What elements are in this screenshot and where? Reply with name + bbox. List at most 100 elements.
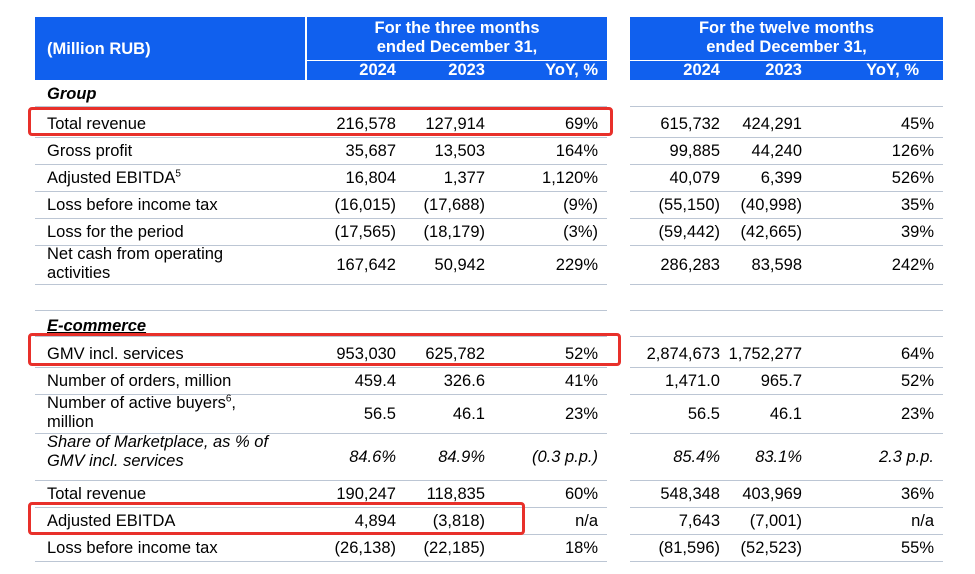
cell-q-yoy: 23%: [564, 405, 598, 423]
cell-y-2023: 965.7: [760, 372, 802, 390]
table-row: Total revenue 216,578 127,914 69% 615,732 424…: [0, 110, 975, 137]
cell-q-2023: 127,914: [425, 115, 485, 133]
cell-y-2024: 99,885: [669, 142, 720, 160]
cell-y-2024: 7,643: [678, 512, 720, 530]
cell-q-yoy: n/a: [575, 512, 598, 530]
row-label: Share of Marketplace, as % of GMV incl. s…: [47, 433, 268, 471]
cell-q-2024: 56.5: [363, 405, 396, 423]
cell-q-2023: 13,503: [434, 142, 485, 160]
cell-y-2023: 83.1%: [755, 448, 802, 466]
table-row: Gross profit 35,687 13,503 164% 99,885 44,240…: [0, 137, 975, 164]
row-label: Gross profit: [47, 142, 132, 161]
cell-q-2024: (26,138): [334, 539, 396, 557]
cell-q-2024: (17,565): [334, 223, 396, 241]
row-label-text: Gross profit: [47, 142, 133, 160]
cell-y-2023: 6,399: [760, 169, 802, 187]
cell-y-2024: 85.4%: [673, 448, 720, 466]
footnote-marker: 6: [225, 393, 232, 405]
cell-y-2023: 424,291: [742, 115, 802, 133]
col-header-y-2024: 2024: [683, 61, 720, 79]
row-label: Total revenue: [47, 115, 146, 134]
cell-y-yoy: 45%: [900, 115, 934, 133]
cell-q-2023: 1,377: [443, 169, 485, 187]
row-label-line-1: Number of active buyers: [47, 394, 226, 412]
row-label-text: Loss before income tax: [47, 196, 218, 214]
header-unit-cell: (Million RUB): [35, 17, 305, 80]
cell-q-yoy: 1,120%: [542, 169, 598, 187]
cell-q-2024: (16,015): [334, 196, 396, 214]
row-label-line-1: Net cash from operating: [47, 245, 224, 263]
cell-q-2023: (17,688): [423, 196, 485, 214]
table-row: Total revenue 190,247 118,835 60% 548,348 403…: [0, 480, 975, 507]
col-header-y-2023: 2023: [765, 61, 802, 79]
table-row: Adjusted EBITDA5 16,804 1,377 1,120% 40,079 6…: [0, 164, 975, 191]
highlight-gmv: [28, 333, 621, 366]
cell-q-yoy: 164%: [555, 142, 598, 160]
unit-label: (Million RUB): [47, 40, 151, 58]
table-row: Share of Marketplace, as % of GMV incl. s…: [0, 433, 975, 480]
cell-y-2024: 2,874,673: [646, 345, 720, 363]
header-twelve-months: For the twelve months ended December 31,: [630, 17, 943, 80]
row-label-text: Adjusted EBITDA: [47, 169, 176, 187]
row-label-line-2: GMV incl. services: [47, 452, 184, 470]
row-label: Loss before income tax: [47, 196, 218, 215]
cell-q-2023: (18,179): [423, 223, 485, 241]
cell-y-yoy: 526%: [891, 169, 934, 187]
cell-q-2024: 167,642: [336, 256, 396, 274]
row-label: Adjusted EBITDA5: [47, 169, 181, 188]
cell-q-yoy: (9%): [563, 196, 598, 214]
cell-q-yoy: 60%: [564, 485, 598, 503]
cell-y-yoy: 39%: [900, 223, 934, 241]
cell-y-yoy: 242%: [891, 256, 934, 274]
cell-y-2023: (42,665): [740, 223, 802, 241]
cell-q-yoy: (0.3 p.p.): [531, 448, 598, 466]
cell-y-yoy: 2.3 p.p.: [878, 448, 934, 466]
row-label: Adjusted EBITDA: [47, 512, 175, 531]
cell-y-2024: 615,732: [660, 115, 720, 133]
row-label-suffix: ,: [231, 394, 236, 412]
three-months-title-2: ended December 31,: [376, 38, 538, 56]
table-row: Adjusted EBITDA 4,894 (3,818) n/a 7,643 (7,00…: [0, 507, 975, 534]
section-title-ecommerce: E-commerce: [47, 317, 147, 335]
cell-y-2023: 1,752,277: [728, 345, 802, 363]
cell-q-2024: 953,030: [336, 345, 396, 363]
cell-q-yoy: 229%: [555, 256, 598, 274]
row-label: Net cash from operating activities: [47, 245, 223, 283]
row-label-text: Adjusted EBITDA: [47, 512, 176, 530]
cell-q-yoy: 18%: [564, 539, 598, 557]
cell-q-yoy: (3%): [563, 223, 598, 241]
cell-y-yoy: 23%: [900, 405, 934, 423]
col-header-q-2023: 2023: [448, 61, 485, 79]
cell-y-2023: 44,240: [751, 142, 802, 160]
col-header-y-yoy: YoY, %: [866, 61, 919, 79]
cell-y-2024: 548,348: [660, 485, 720, 503]
row-label-text: Loss for the period: [47, 223, 184, 241]
col-header-q-yoy: YoY, %: [545, 61, 598, 79]
cell-q-2023: 625,782: [425, 345, 485, 363]
cell-q-2023: 326.6: [443, 372, 485, 390]
row-label-text: GMV incl. services: [47, 345, 184, 363]
twelve-months-title-2: ended December 31,: [706, 38, 867, 56]
row-label-text: Total revenue: [47, 485, 147, 503]
cell-y-yoy: n/a: [911, 512, 934, 530]
cell-q-2023: 46.1: [452, 405, 485, 423]
cell-q-2024: 84.6%: [349, 448, 396, 466]
cell-y-2024: 286,283: [660, 256, 720, 274]
cell-q-yoy: 41%: [564, 372, 598, 390]
cell-q-yoy: 69%: [564, 115, 598, 133]
cell-q-2024: 16,804: [345, 169, 396, 187]
row-label-text: Number of orders, million: [47, 372, 232, 390]
cell-y-2024: (59,442): [658, 223, 720, 241]
cell-q-2024: 35,687: [345, 142, 396, 160]
cell-y-yoy: 55%: [900, 539, 934, 557]
cell-q-2023: (22,185): [423, 539, 485, 557]
row-label: Number of orders, million: [47, 372, 231, 391]
row-label: Number of active buyers6, million: [47, 394, 236, 432]
three-months-title-1: For the three months: [374, 19, 540, 37]
table-row: Loss before income tax (16,015) (17,688) (9…: [0, 191, 975, 218]
cell-q-2024: 459.4: [354, 372, 396, 390]
cell-y-yoy: 52%: [900, 372, 934, 390]
cell-y-yoy: 35%: [900, 196, 934, 214]
row-label: Loss before income tax: [47, 539, 218, 558]
cell-q-2024: 190,247: [336, 485, 396, 503]
